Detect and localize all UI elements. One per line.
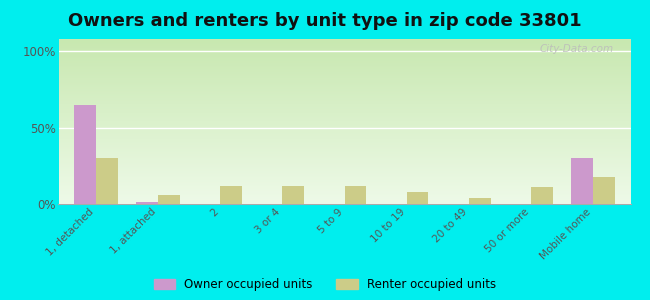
- Text: Owners and renters by unit type in zip code 33801: Owners and renters by unit type in zip c…: [68, 12, 582, 30]
- Bar: [136, 202, 158, 204]
- Bar: [282, 186, 304, 204]
- Bar: [220, 186, 242, 204]
- Bar: [469, 198, 491, 204]
- Bar: [571, 158, 593, 204]
- Bar: [531, 187, 552, 204]
- Bar: [96, 158, 118, 204]
- Bar: [593, 176, 615, 204]
- Bar: [344, 186, 366, 204]
- Bar: [74, 105, 96, 204]
- Legend: Owner occupied units, Renter occupied units: Owner occupied units, Renter occupied un…: [154, 278, 496, 291]
- Bar: [158, 195, 180, 204]
- Bar: [407, 192, 428, 204]
- Text: City-Data.com: City-Data.com: [540, 44, 614, 54]
